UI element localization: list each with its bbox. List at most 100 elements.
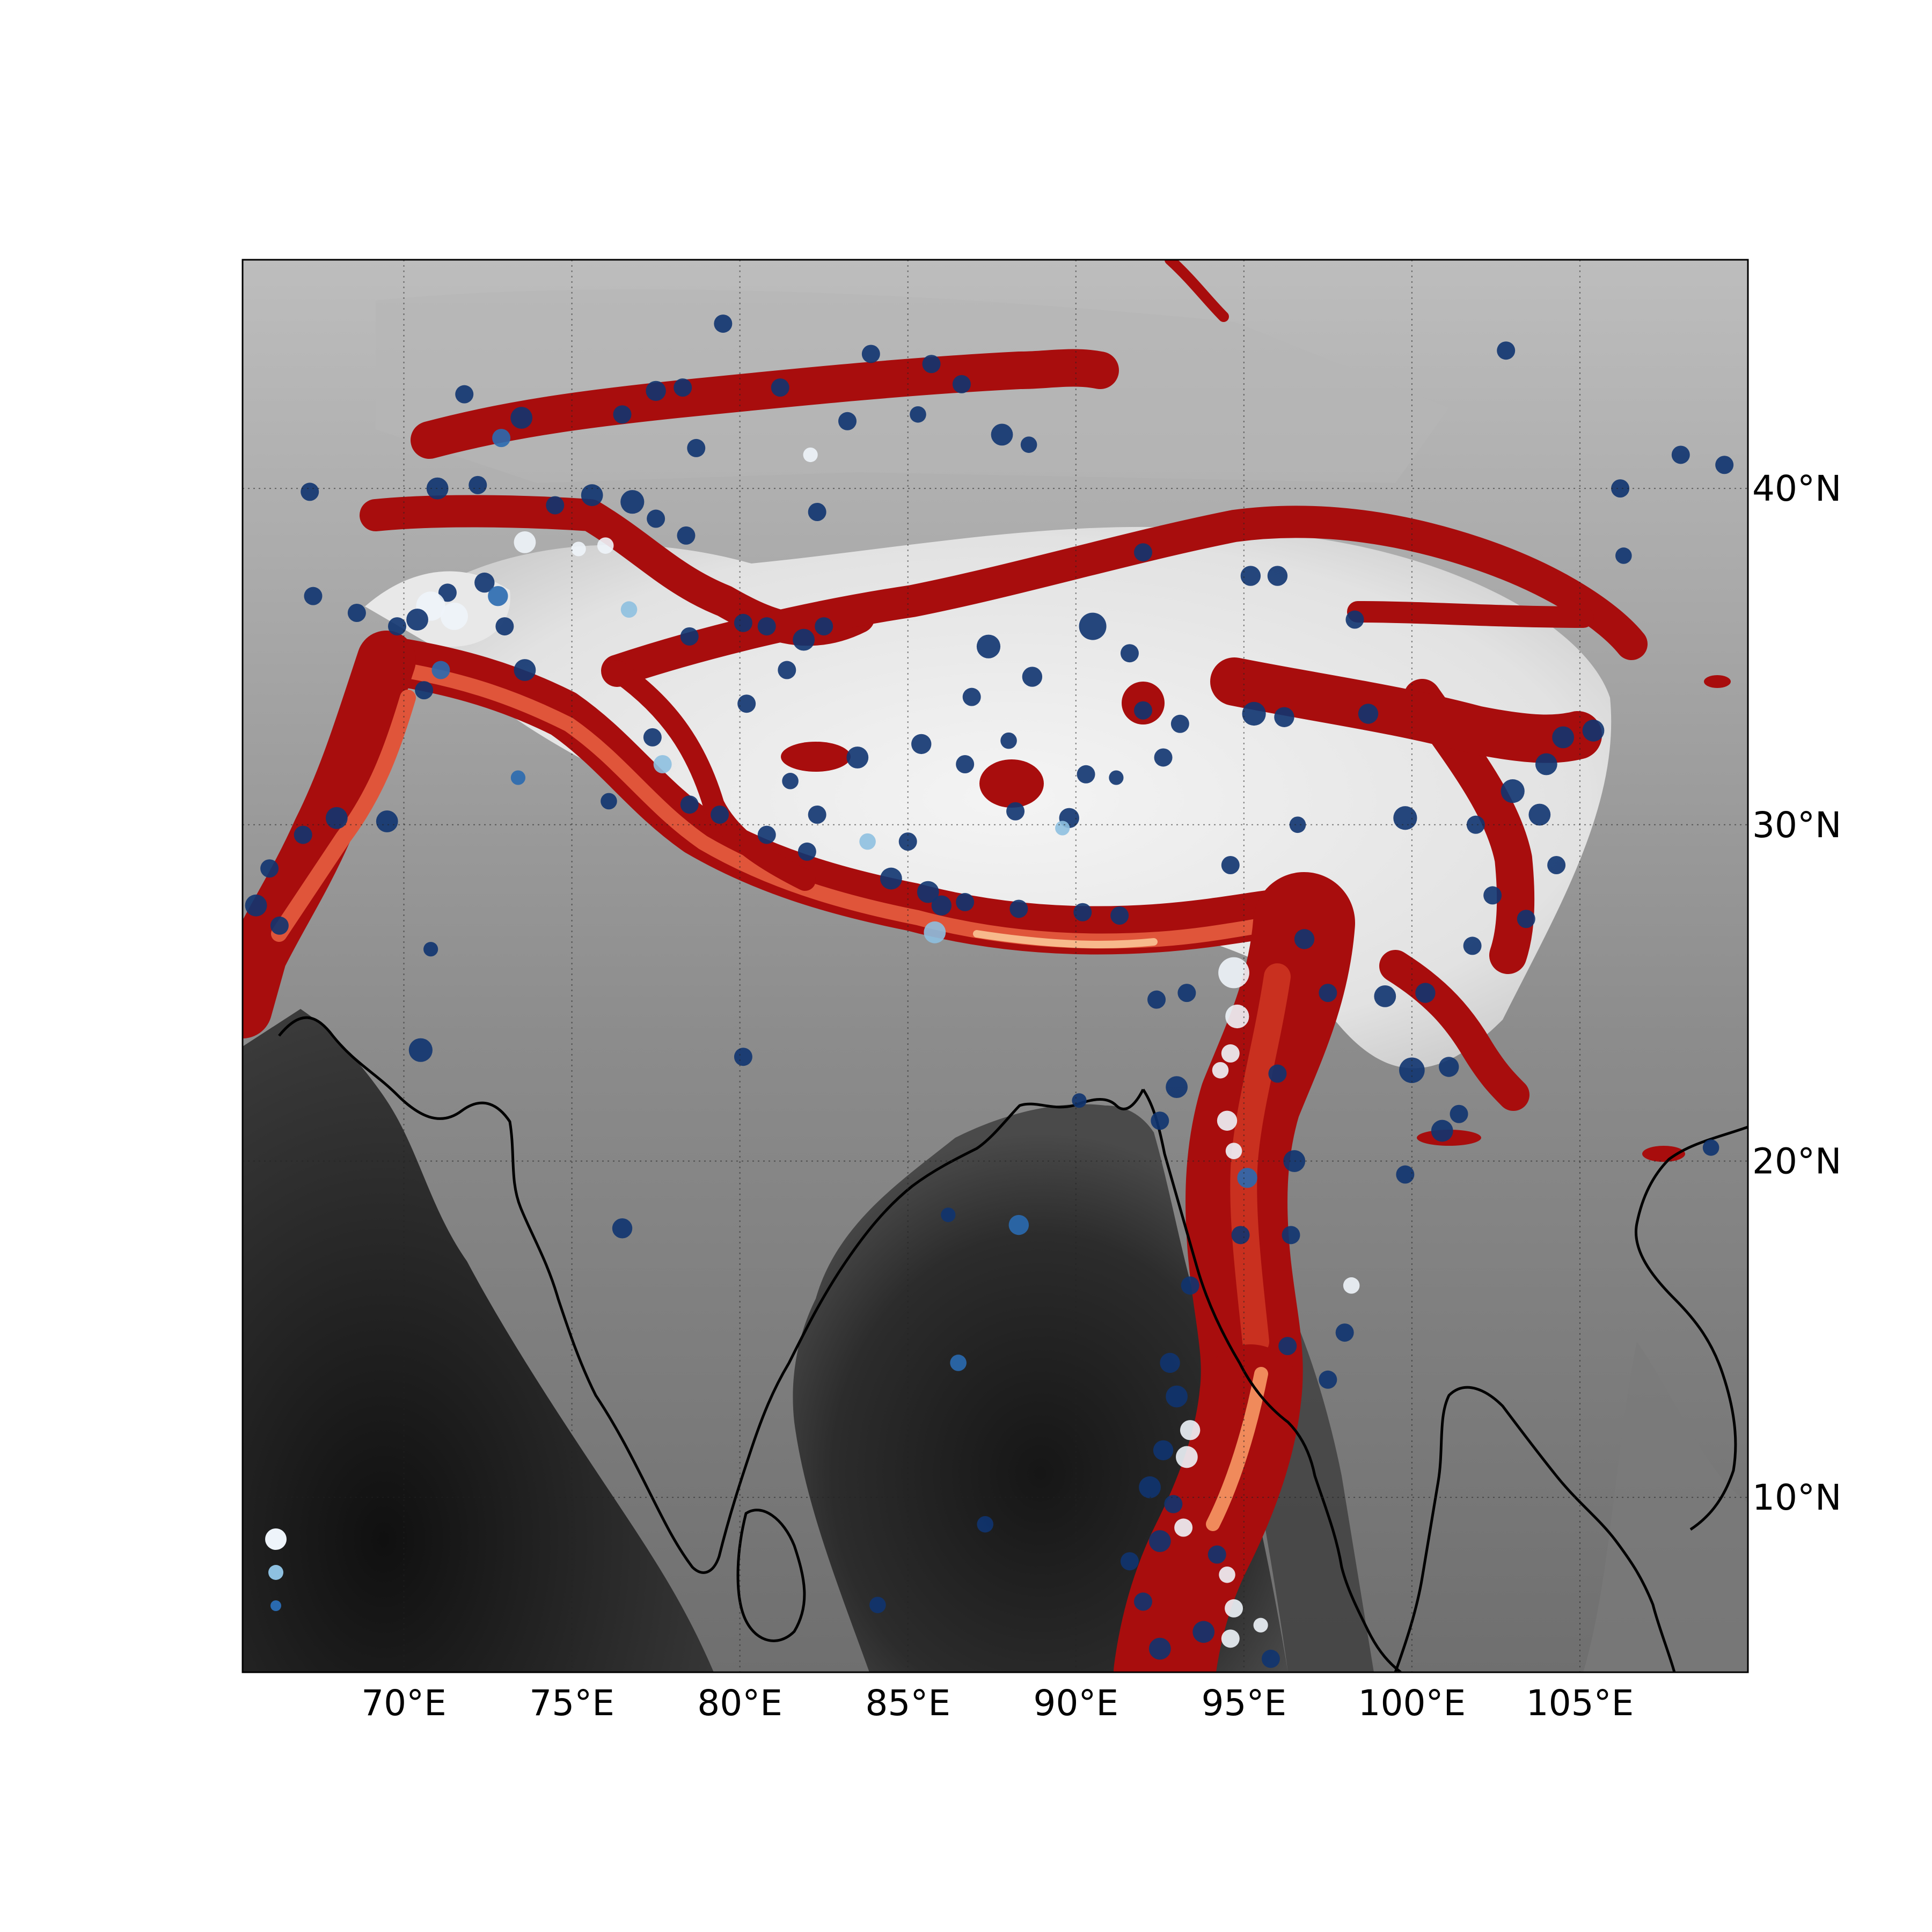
earthquake-point bbox=[687, 438, 706, 457]
hazard-belt-pakistan-core bbox=[271, 690, 416, 942]
earthquake-point bbox=[1219, 1566, 1235, 1583]
earthquake-point bbox=[325, 807, 348, 829]
earthquake-point bbox=[861, 345, 880, 363]
earthquake-point bbox=[1431, 1119, 1453, 1142]
earthquake-point bbox=[1501, 779, 1525, 803]
earthquake-point bbox=[757, 617, 776, 636]
earthquake-point bbox=[962, 687, 981, 706]
hazard-patch-6 bbox=[1704, 675, 1731, 688]
x-tick-label: 100°E bbox=[1358, 1682, 1466, 1724]
earthquake-point bbox=[1671, 445, 1690, 464]
earthquake-point bbox=[260, 859, 279, 878]
earthquake-point bbox=[1267, 566, 1288, 586]
earthquake-point bbox=[415, 681, 434, 700]
earthquake-point bbox=[438, 583, 457, 602]
earthquake-point bbox=[620, 601, 638, 618]
earthquake-point bbox=[613, 405, 632, 424]
earthquake-point bbox=[815, 617, 833, 636]
earthquake-point bbox=[680, 627, 699, 646]
legend-marker-medium bbox=[268, 1565, 283, 1580]
earthquake-point bbox=[1547, 856, 1566, 874]
earthquake-point bbox=[1166, 1385, 1188, 1408]
earthquake-point bbox=[1077, 765, 1095, 784]
earthquake-point bbox=[597, 537, 614, 554]
earthquake-point bbox=[492, 429, 511, 448]
earthquake-point bbox=[643, 728, 662, 747]
hazard-belt-tien-shan bbox=[411, 349, 1119, 459]
earthquake-point bbox=[1133, 701, 1152, 720]
earthquake-point bbox=[1151, 1111, 1169, 1130]
earthquake-point bbox=[1192, 1621, 1215, 1643]
hazard-belt-karakoram bbox=[606, 660, 816, 891]
earthquake-point bbox=[1268, 1064, 1287, 1083]
earthquake-point bbox=[474, 572, 495, 593]
earthquake-point bbox=[869, 1597, 886, 1613]
earthquake-point bbox=[734, 1048, 752, 1066]
earthquake-point bbox=[1231, 1226, 1250, 1245]
earthquake-point bbox=[917, 881, 939, 903]
earthquake-point bbox=[1139, 1476, 1161, 1498]
earthquake-point bbox=[455, 385, 474, 404]
legend-marker-large bbox=[265, 1528, 287, 1550]
earthquake-point bbox=[680, 795, 699, 814]
earthquake-point bbox=[1374, 985, 1396, 1007]
hazard-belt-indo-burma-core bbox=[1230, 963, 1291, 1355]
earthquake-point bbox=[423, 942, 438, 957]
earthquake-point bbox=[771, 378, 789, 397]
earthquake-point bbox=[714, 314, 733, 333]
earthquake-point bbox=[1345, 610, 1364, 629]
gridlines bbox=[243, 260, 1748, 1672]
earthquake-point bbox=[1439, 1057, 1459, 1077]
coastline-bangladesh-myanmar bbox=[1141, 1088, 1402, 1672]
earthquake-point bbox=[952, 375, 971, 393]
earthquake-point bbox=[1174, 1518, 1193, 1537]
earthquake-point bbox=[1261, 1649, 1280, 1668]
earthquake-point bbox=[1242, 701, 1266, 726]
earthquake-point bbox=[1177, 984, 1196, 1002]
y-tick-label: 40°N bbox=[1752, 468, 1841, 509]
earthquake-point bbox=[406, 609, 428, 631]
earthquake-point bbox=[440, 602, 468, 630]
earthquake-point bbox=[677, 526, 696, 545]
earthquake-point bbox=[1020, 436, 1037, 453]
earthquake-point bbox=[1110, 906, 1129, 925]
map-frame bbox=[241, 259, 1749, 1673]
earthquake-point bbox=[1552, 726, 1575, 749]
hazard-belt-kunlun bbox=[601, 506, 1648, 687]
earthquake-point bbox=[1072, 1093, 1087, 1108]
coastline-india bbox=[278, 1016, 1145, 1574]
earthquake-point bbox=[950, 1355, 967, 1371]
earthquake-point bbox=[711, 806, 729, 824]
earthquake-point bbox=[931, 895, 952, 916]
earthquake-point bbox=[880, 867, 902, 890]
earthquake-point bbox=[510, 407, 533, 429]
earthquake-point bbox=[1225, 1599, 1243, 1618]
earthquake-point bbox=[294, 825, 312, 844]
earthquake-point bbox=[1278, 1337, 1297, 1356]
earthquake-point bbox=[838, 412, 857, 430]
x-tick-label: 80°E bbox=[697, 1682, 782, 1724]
earthquake-point bbox=[647, 509, 665, 528]
earthquake-point bbox=[1133, 1592, 1152, 1611]
earthquake-point bbox=[1148, 1530, 1171, 1553]
earthquake-point bbox=[1343, 1277, 1360, 1294]
earthquake-point bbox=[1274, 707, 1294, 727]
x-tick-labels: 70°E 75°E 80°E 85°E 90°E 95°E 100°E 105°E bbox=[361, 1682, 1634, 1724]
earthquake-point bbox=[426, 477, 449, 500]
earthquake-point bbox=[270, 916, 289, 935]
earthquake-point bbox=[581, 484, 603, 507]
earthquake-point bbox=[1055, 821, 1070, 836]
earthquake-point bbox=[911, 734, 932, 755]
earthquake-point bbox=[1022, 667, 1043, 687]
earthquake-point bbox=[1147, 990, 1166, 1009]
earthquake-point bbox=[1225, 1004, 1249, 1029]
earthquake-point bbox=[1175, 1446, 1198, 1468]
earthquake-point bbox=[991, 423, 1013, 446]
earthquake-point bbox=[1217, 1110, 1238, 1131]
earthquake-point bbox=[653, 755, 672, 773]
earthquake-point bbox=[976, 634, 1001, 658]
hazard-patch-4 bbox=[1642, 1146, 1685, 1162]
earthquake-point bbox=[612, 1218, 633, 1239]
earthquake-point bbox=[1319, 984, 1337, 1002]
earthquake-points bbox=[245, 314, 1734, 1668]
